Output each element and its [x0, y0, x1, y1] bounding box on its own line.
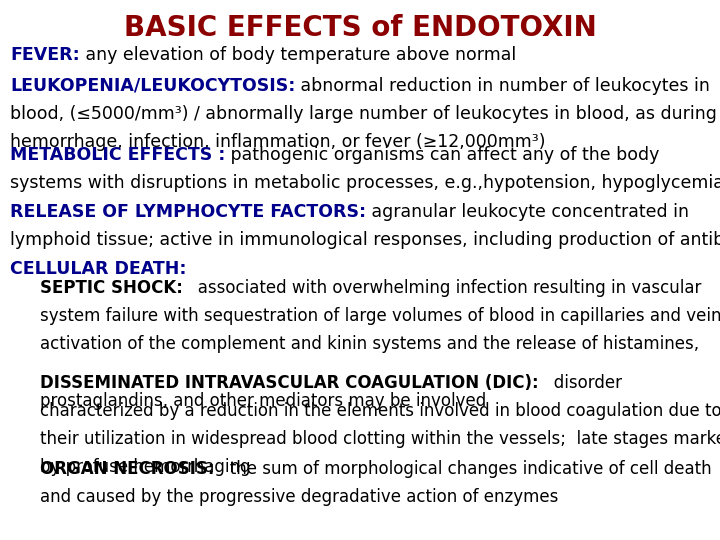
- Text: their utilization in widespread blood clotting within the vessels;  late stages : their utilization in widespread blood cl…: [40, 430, 720, 448]
- Text: disorder: disorder: [539, 374, 622, 391]
- Text: associated with overwhelming infection resulting in vascular: associated with overwhelming infection r…: [182, 279, 702, 297]
- Text: CELLULAR DEATH:: CELLULAR DEATH:: [10, 260, 186, 278]
- Text: agranular leukocyte concentrated in: agranular leukocyte concentrated in: [366, 203, 689, 221]
- Text: ORGAN NECROSIS:: ORGAN NECROSIS:: [40, 460, 214, 478]
- Text: prostaglandins, and other mediators may be involved: prostaglandins, and other mediators may …: [40, 392, 486, 409]
- Text: DISSEMINATED INTRAVASCULAR COAGULATION (DIC):: DISSEMINATED INTRAVASCULAR COAGULATION (…: [40, 374, 539, 391]
- Text: activation of the complement and kinin systems and the release of histamines,: activation of the complement and kinin s…: [40, 335, 698, 353]
- Text: system failure with sequestration of large volumes of blood in capillaries and v: system failure with sequestration of lar…: [40, 307, 720, 325]
- Text: any elevation of body temperature above normal: any elevation of body temperature above …: [80, 46, 516, 64]
- Text: FEVER:: FEVER:: [10, 46, 80, 64]
- Text: hemorrhage, infection, inflammation, or fever (≥12,000mm³): hemorrhage, infection, inflammation, or …: [10, 133, 546, 151]
- Text: characterized by a reduction in the elements involved in blood coagulation due t: characterized by a reduction in the elem…: [40, 402, 720, 420]
- Text: BASIC EFFECTS of ENDOTOXIN: BASIC EFFECTS of ENDOTOXIN: [124, 14, 596, 42]
- Text: and caused by the progressive degradative action of enzymes: and caused by the progressive degradativ…: [40, 488, 558, 506]
- Text: LEUKOPENIA/LEUKOCYTOSIS:: LEUKOPENIA/LEUKOCYTOSIS:: [10, 77, 295, 94]
- Text: SEPTIC SHOCK:: SEPTIC SHOCK:: [40, 279, 182, 297]
- Text: RELEASE OF LYMPHOCYTE FACTORS:: RELEASE OF LYMPHOCYTE FACTORS:: [10, 203, 366, 221]
- Text: the sum of morphological changes indicative of cell death: the sum of morphological changes indicat…: [214, 460, 712, 478]
- Text: blood, (≤5000/mm³) / abnormally large number of leukocytes in blood, as during: blood, (≤5000/mm³) / abnormally large nu…: [10, 105, 717, 123]
- Text: abnormal reduction in number of leukocytes in: abnormal reduction in number of leukocyt…: [295, 77, 711, 94]
- Text: lymphoid tissue; active in immunological responses, including production of anti: lymphoid tissue; active in immunological…: [10, 231, 720, 249]
- Text: METABOLIC EFFECTS :: METABOLIC EFFECTS :: [10, 146, 225, 164]
- Text: systems with disruptions in metabolic processes, e.g.,hypotension, hypoglycemia,: systems with disruptions in metabolic pr…: [10, 174, 720, 192]
- Text: pathogenic organisms can affect any of the body: pathogenic organisms can affect any of t…: [225, 146, 660, 164]
- Text: by profuse hemorrhaging: by profuse hemorrhaging: [40, 458, 250, 476]
